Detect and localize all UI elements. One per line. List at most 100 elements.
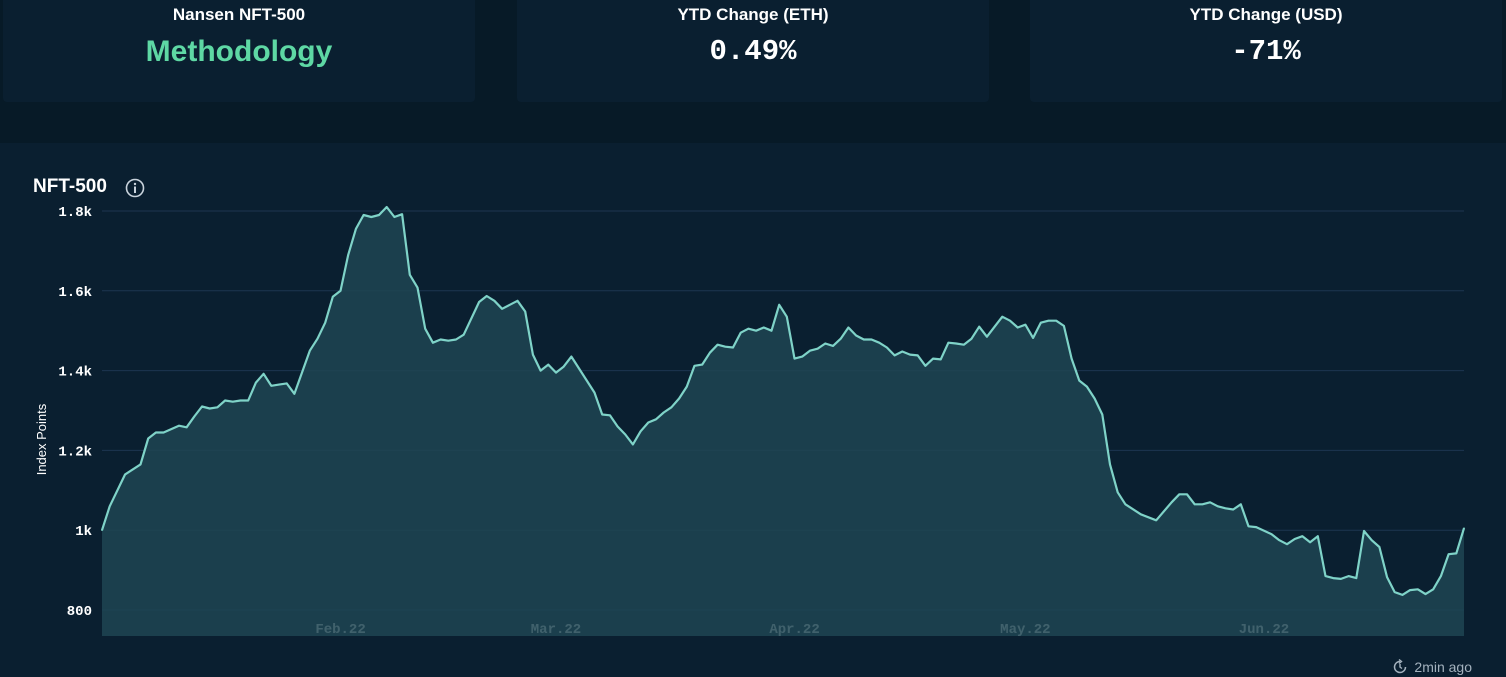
data-point — [686, 385, 688, 388]
data-point — [939, 358, 942, 361]
data-point — [1370, 539, 1373, 541]
data-point — [855, 334, 857, 337]
data-point — [208, 407, 211, 410]
data-point — [409, 274, 411, 276]
data-point — [570, 355, 573, 358]
data-point — [916, 354, 919, 357]
data-point — [1317, 535, 1319, 537]
data-point — [1324, 575, 1327, 577]
data-point — [232, 400, 234, 403]
data-point — [609, 414, 611, 417]
data-point — [1363, 530, 1365, 532]
data-point — [532, 353, 534, 356]
data-point — [524, 310, 526, 313]
refresh-clock-icon — [1394, 659, 1407, 674]
series-area — [102, 207, 1464, 636]
data-point — [285, 382, 288, 385]
data-point — [616, 425, 619, 428]
data-point — [1424, 593, 1427, 595]
data-point — [678, 397, 680, 400]
data-point — [586, 379, 588, 382]
data-point — [101, 529, 103, 531]
data-point — [316, 337, 319, 340]
data-point — [147, 437, 149, 440]
data-point — [324, 321, 327, 324]
data-point — [693, 365, 696, 367]
y-tick-label: 1.6k — [58, 285, 92, 301]
data-point — [601, 413, 603, 416]
data-point — [562, 365, 565, 368]
data-point — [778, 304, 780, 306]
data-point — [832, 345, 834, 347]
data-point — [1001, 315, 1004, 318]
data-point — [763, 326, 765, 329]
data-point — [1055, 319, 1057, 322]
data-point — [478, 301, 480, 303]
data-point — [370, 216, 373, 218]
data-point — [201, 405, 203, 408]
data-point — [1432, 588, 1434, 591]
data-point — [847, 326, 850, 329]
data-point — [824, 342, 827, 345]
data-point — [1447, 553, 1450, 555]
data-point — [1070, 357, 1073, 360]
data-point — [255, 381, 257, 384]
data-point — [1224, 507, 1227, 510]
data-point — [893, 354, 896, 357]
data-point — [901, 350, 904, 353]
data-point — [355, 228, 357, 230]
data-point — [709, 351, 711, 354]
data-point — [1093, 397, 1096, 400]
data-point — [1240, 503, 1242, 506]
data-point — [1109, 463, 1111, 466]
data-point — [1386, 576, 1388, 579]
data-point — [639, 430, 642, 433]
data-point — [632, 443, 634, 446]
data-point — [1278, 539, 1281, 541]
info-icon[interactable] — [125, 178, 145, 198]
data-point — [1340, 578, 1342, 580]
data-point — [378, 214, 380, 216]
index-card-label: Nansen NFT-500 — [172, 5, 306, 24]
data-point — [1309, 541, 1311, 543]
data-point — [1347, 575, 1350, 577]
data-point — [670, 406, 673, 409]
data-point — [1193, 503, 1196, 506]
data-point — [793, 357, 796, 360]
data-point — [1101, 413, 1104, 416]
data-point — [1255, 526, 1257, 528]
data-point — [1178, 493, 1181, 496]
data-point — [932, 357, 934, 360]
data-point — [124, 473, 126, 476]
data-point — [739, 331, 742, 334]
data-point — [393, 216, 396, 218]
data-point — [416, 286, 419, 289]
data-point — [1009, 319, 1011, 322]
data-point — [547, 363, 550, 366]
data-point — [1209, 501, 1211, 504]
data-point — [701, 363, 703, 366]
data-point — [178, 424, 180, 427]
data-point — [155, 431, 157, 434]
data-point — [1293, 538, 1296, 540]
data-point — [278, 383, 280, 386]
data-point — [193, 415, 196, 418]
data-point — [162, 431, 165, 434]
data-point — [439, 338, 442, 341]
data-point — [578, 367, 580, 370]
data-point — [1409, 589, 1411, 591]
data-point — [1047, 319, 1050, 322]
data-point — [347, 254, 350, 256]
data-point — [1401, 594, 1404, 596]
methodology-link[interactable]: Methodology — [145, 35, 333, 68]
data-point — [1393, 591, 1396, 593]
data-point — [1378, 546, 1381, 548]
data-point — [1040, 321, 1042, 324]
data-point — [509, 304, 511, 306]
data-point — [755, 329, 757, 332]
data-point — [647, 421, 650, 424]
data-point — [770, 329, 773, 332]
ytd-eth-value: 0.49% — [709, 35, 797, 68]
data-point — [1270, 533, 1273, 535]
nft-500-chart[interactable]: 8001k1.2k1.4k1.6k1.8kFeb.22Mar.22Apr.22M… — [0, 143, 1506, 658]
